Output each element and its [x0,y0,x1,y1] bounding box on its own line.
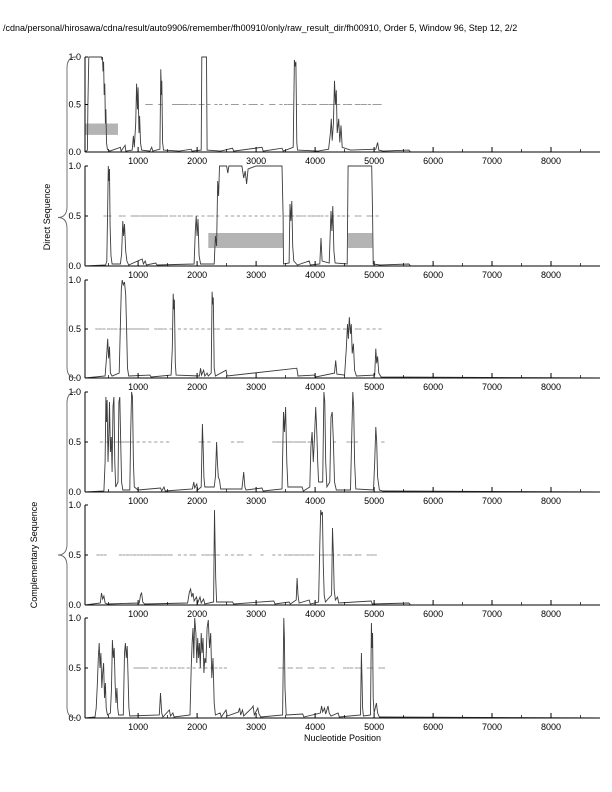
x-tick-label: 7000 [482,496,502,506]
x-tick-label: 7000 [482,270,502,280]
x-tick-label: 8000 [541,722,561,732]
nucleotide-position-label: Nucleotide Position [303,733,382,743]
x-tick-label: 2000 [187,382,207,392]
signal-curve [84,391,601,493]
x-tick-label: 6000 [423,722,443,732]
x-tick-label: 2000 [187,270,207,280]
y-tick-label: 0.0 [68,147,81,157]
shaded-region [348,233,373,248]
shaded-region [85,123,118,135]
y-tick-label: 1.0 [68,275,81,285]
complementary-sequence-brace [57,391,77,719]
x-tick-label: 4000 [305,270,325,280]
x-tick-label: 7000 [482,156,502,166]
signal-curve [84,617,601,719]
x-tick-label: 1000 [128,270,148,280]
x-tick-label: 8000 [541,270,561,280]
x-tick-label: 4000 [305,722,325,732]
x-tick-label: 1000 [128,496,148,506]
shaded-region [208,233,284,248]
x-tick-label: 3000 [246,270,266,280]
y-tick-label: 1.0 [68,161,81,171]
x-tick-label: 4000 [305,156,325,166]
y-tick-label: 0.0 [68,261,81,271]
x-tick-label: 5000 [364,722,384,732]
y-tick-label: 0.5 [68,100,81,110]
x-minor-ticks [108,375,581,378]
x-tick-label: 2000 [187,609,207,619]
y-tick-label: 0.5 [68,663,81,673]
x-tick-label: 1000 [128,722,148,732]
x-minor-ticks [108,489,581,492]
x-tick-label: 4000 [305,496,325,506]
x-tick-label: 3000 [246,722,266,732]
x-tick-label: 8000 [541,382,561,392]
x-tick-label: 8000 [541,496,561,506]
x-tick-label: 5000 [364,496,384,506]
panel-direct-frame-2: 0.0 0.5 1.0 1000 2000 3000 4000 5000 6000 7000 800… [68,161,600,280]
y-tick-label: 0.5 [68,550,81,560]
direct-sequence-brace [57,56,77,379]
y-tick-label: 0.5 [68,324,81,334]
x-minor-ticks [108,602,581,605]
x-tick-label: 6000 [423,382,443,392]
y-tick-label: 0.5 [68,211,81,221]
signal-curve [84,279,601,379]
y-tick-label: 1.0 [68,613,81,623]
signal-curve [84,509,600,606]
x-tick-label: 3000 [246,496,266,506]
x-tick-label: 1000 [128,382,148,392]
x-tick-label: 5000 [364,156,384,166]
y-tick-label: 0.0 [68,600,81,610]
x-tick-label: 6000 [423,270,443,280]
x-tick-label: 3000 [246,609,266,619]
x-minor-ticks [108,715,581,718]
x-tick-label: 7000 [482,382,502,392]
x-tick-label: 7000 [482,722,502,732]
y-tick-label: 0.0 [68,487,81,497]
x-tick-label: 6000 [423,156,443,166]
x-tick-label: 5000 [364,270,384,280]
x-tick-label: 6000 [423,496,443,506]
x-minor-ticks [108,263,581,266]
x-tick-label: 7000 [482,609,502,619]
y-tick-label: 0.5 [68,437,81,447]
x-tick-label: 8000 [541,609,561,619]
x-tick-label: 2000 [187,722,207,732]
x-tick-label: 4000 [305,609,325,619]
signal-curve [84,165,600,267]
x-tick-label: 3000 [246,156,266,166]
x-tick-label: 4000 [305,382,325,392]
plot-title: /cdna/personal/hirosawa/cdna/result/auto… [3,23,518,33]
x-tick-label: 1000 [128,156,148,166]
x-tick-label: 5000 [364,382,384,392]
x-tick-label: 2000 [187,496,207,506]
x-tick-label: 2000 [187,156,207,166]
panel-complementary-frame-2: 0.0 0.5 1.0 1000 2000 3000 4000 5000 6000 7000 800… [68,500,600,619]
x-tick-label: 3000 [246,382,266,392]
x-tick-label: 6000 [423,609,443,619]
y-tick-label: 1.0 [68,500,81,510]
x-tick-label: 8000 [541,156,561,166]
x-tick-label: 5000 [364,609,384,619]
x-minor-ticks [108,149,581,152]
x-tick-label: 1000 [128,609,148,619]
signal-curve [84,56,600,153]
